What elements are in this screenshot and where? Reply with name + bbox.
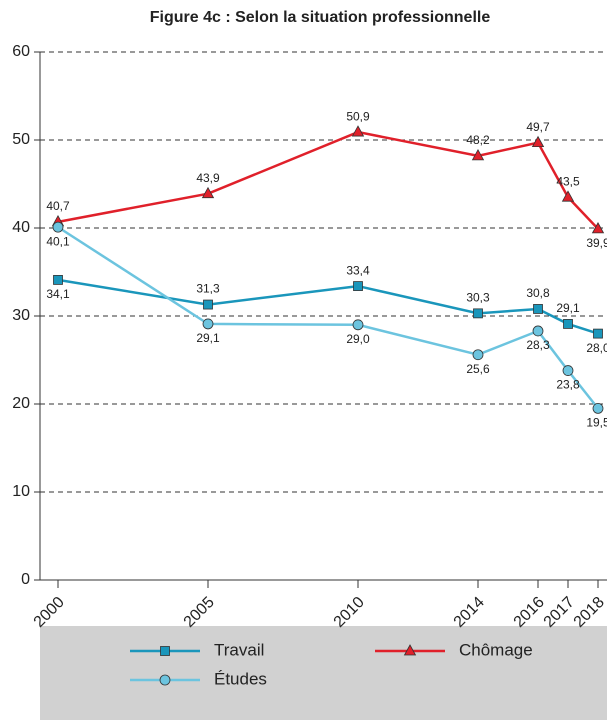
y-tick-label: 50 [12,131,30,148]
value-label: 30,8 [526,286,550,300]
y-tick-label: 60 [12,43,30,60]
marker [593,328,603,339]
series-line [57,130,599,230]
marker [533,304,543,314]
value-label: 29,0 [346,332,370,346]
value-label: 40,1 [46,234,70,248]
legend-label: Travail [214,640,264,659]
value-label: 31,3 [196,282,220,296]
marker [351,125,365,137]
value-label: 30,3 [466,291,490,305]
value-label: 28,3 [526,338,550,352]
marker [201,186,215,199]
value-label: 39,9 [586,236,607,250]
value-label: 33,4 [346,263,370,277]
marker [532,325,544,337]
marker [353,281,363,291]
y-tick-label: 0 [21,571,30,588]
marker [591,222,605,234]
marker [473,308,483,319]
x-tick-label: 2005 [181,594,218,631]
x-tick-label: 2000 [31,594,68,631]
legend-box [40,626,607,720]
value-label: 40,7 [46,199,70,213]
legend-marker [160,646,170,656]
marker [563,319,573,329]
x-tick-label: 2016 [511,594,548,631]
y-tick-label: 40 [12,219,30,236]
y-tick-label: 10 [12,483,30,500]
value-label: 43,9 [196,171,220,185]
marker [53,275,63,285]
marker [561,190,575,202]
value-label: 43,5 [556,174,580,188]
x-tick-label: 2017 [541,594,578,631]
value-label: 23,8 [556,378,580,392]
value-label: 28,0 [586,341,607,355]
series-line [57,226,599,410]
marker [203,299,213,310]
legend-marker [159,674,171,686]
marker [562,365,574,376]
value-label: 34,1 [46,287,70,301]
marker [472,349,484,361]
marker [531,135,545,148]
value-label: 50,9 [346,109,370,123]
value-label: 29,1 [196,331,220,345]
marker [202,318,214,330]
value-label: 49,7 [526,120,550,134]
x-tick-label: 2014 [451,594,488,631]
value-label: 48,2 [466,133,490,147]
legend-marker [403,644,417,656]
marker [52,221,64,233]
value-label: 25,6 [466,362,490,376]
marker [352,319,364,331]
y-tick-label: 30 [12,307,30,324]
y-tick-label: 20 [12,395,30,412]
marker [471,149,485,161]
value-label: 29,1 [556,301,580,315]
marker [592,402,604,414]
value-label: 19,5 [586,416,607,430]
chart-title: Figure 4c : Selon la situation professio… [150,9,491,26]
legend-label: Chômage [459,640,533,659]
x-tick-label: 2010 [331,594,368,631]
legend-label: Études [214,669,267,688]
x-tick-label: 2018 [571,594,607,631]
